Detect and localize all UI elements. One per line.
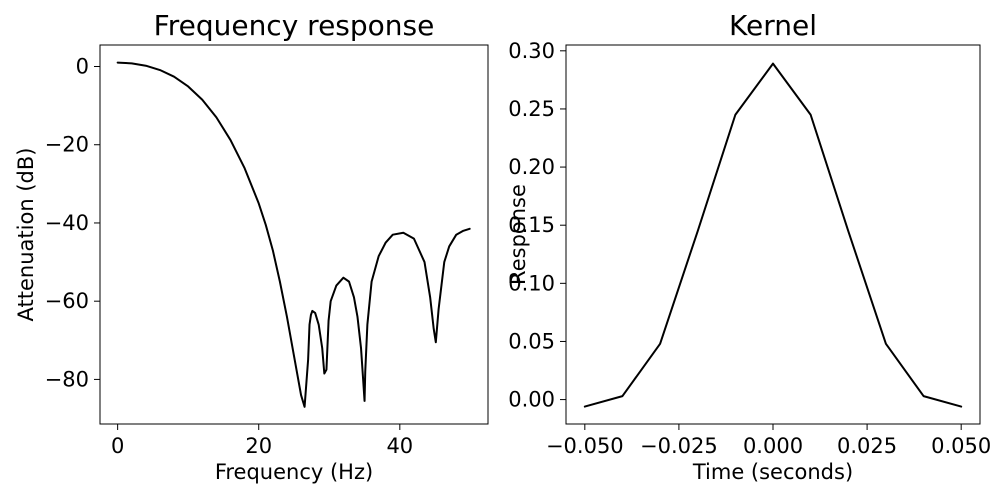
chart1-panel: Frequency response 0 20 40 0 −20 −40 −60 −80 Freq… — [14, 9, 489, 484]
chart2-y-tick-label: 0.10 — [508, 271, 555, 295]
chart2-title: Kernel — [729, 9, 817, 42]
chart1-y-tick-label: −60 — [45, 289, 89, 313]
chart1-x-tick-label: 0 — [111, 434, 124, 458]
chart2-y-axis-label: Response — [506, 184, 530, 285]
chart2-x-tick-label: 0.050 — [931, 434, 991, 458]
chart2-y-tick-label: 0.00 — [508, 388, 555, 412]
chart2-x-tick-label: 0.025 — [837, 434, 897, 458]
chart2-y-tick-label: 0.15 — [508, 213, 555, 237]
chart2-x-axis-label: Time (seconds) — [692, 460, 853, 484]
chart2-x-tick-label: −0.025 — [640, 434, 718, 458]
chart2-x-tick-label: 0.000 — [743, 434, 803, 458]
chart1-y-axis-label: Attenuation (dB) — [14, 148, 38, 322]
chart2-y-tick-label: 0.05 — [508, 329, 555, 353]
chart2-series-line — [583, 62, 963, 408]
chart1-plot-frame — [99, 44, 489, 425]
chart2-plot-frame — [565, 44, 981, 425]
chart1-series-line — [116, 61, 471, 408]
chart1-y-tick-label: 0 — [76, 55, 89, 79]
chart1-y-tick-label: −80 — [45, 367, 89, 391]
chart2-y-tick-label: 0.20 — [508, 155, 555, 179]
chart1-y-tick-label: −40 — [45, 211, 89, 235]
chart1-x-tick-label: 40 — [386, 434, 413, 458]
chart1-title: Frequency response — [154, 9, 435, 42]
chart2-y-tick-label: 0.25 — [508, 97, 555, 121]
chart2-x-tick-label: −0.050 — [546, 434, 624, 458]
chart1-x-axis-label: Frequency (Hz) — [215, 460, 373, 484]
chart1-x-tick-label: 20 — [245, 434, 272, 458]
chart1-y-tick-label: −20 — [45, 133, 89, 157]
chart2-y-tick-label: 0.30 — [508, 39, 555, 63]
chart2-panel: Kernel −0.050 −0.025 0.000 0.025 0.050 0.00 0.0… — [506, 9, 991, 484]
